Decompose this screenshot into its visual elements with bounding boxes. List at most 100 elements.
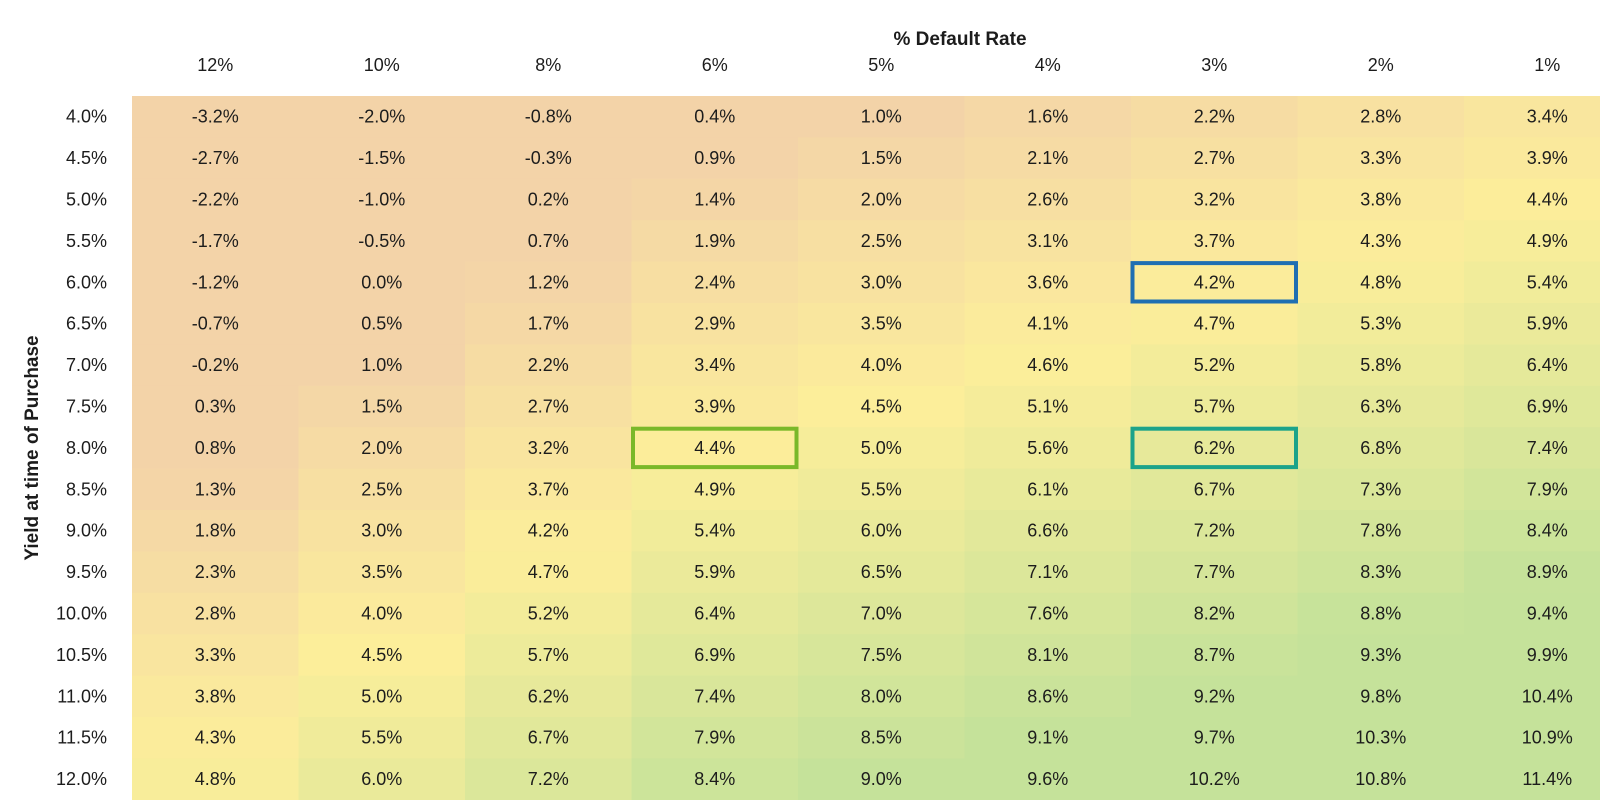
cell-value-label: 3.0% (361, 521, 402, 541)
y-tick-label: 4.5% (66, 148, 107, 168)
cell-value-label: 0.5% (361, 314, 402, 334)
heatmap-cell (1464, 468, 1600, 511)
heatmap-cell (1297, 96, 1465, 138)
heatmap-cell (964, 303, 1132, 345)
cell-value-label: 4.6% (1027, 355, 1068, 375)
cell-value-label: 7.3% (1360, 479, 1401, 499)
cell-value-label: 4.8% (1360, 272, 1401, 292)
cell-value-label: 5.9% (1527, 314, 1568, 334)
heatmap-cell (798, 303, 965, 345)
cell-value-label: 4.7% (1194, 314, 1235, 334)
heatmap-cell (964, 385, 1132, 428)
heatmap-cell (1131, 468, 1298, 511)
heatmap-cell (798, 427, 965, 470)
cell-value-label: 3.7% (528, 479, 569, 499)
cell-value-label: 2.5% (361, 479, 402, 499)
heatmap-cell (465, 592, 632, 635)
heatmap-cell (132, 303, 299, 345)
heatmap-cell (964, 344, 1132, 387)
heatmap-cell (1297, 592, 1465, 635)
y-tick-label: 7.5% (66, 397, 107, 417)
cell-value-label: 2.7% (528, 397, 569, 417)
cell-value-label: 6.4% (694, 604, 735, 624)
cell-value-label: 3.9% (1527, 148, 1568, 168)
x-tick-label: 1% (1534, 55, 1560, 75)
heatmap-cell (1131, 551, 1298, 594)
highlight-box (631, 426, 799, 470)
cell-value-label: 8.2% (1194, 604, 1235, 624)
cell-value-label: 3.5% (861, 314, 902, 334)
heatmap-cell (298, 220, 466, 263)
cell-value-label: 3.0% (861, 272, 902, 292)
y-tick-label: 8.5% (66, 479, 107, 499)
x-tick-label: 8% (535, 55, 561, 75)
cell-value-label: 3.4% (694, 355, 735, 375)
heatmap-cell (1131, 178, 1298, 221)
heatmap-cell (631, 261, 799, 304)
heatmap-cell (1297, 551, 1465, 594)
x-tick-label: 10% (364, 55, 400, 75)
heatmap-cells (132, 96, 1600, 800)
heatmap-cell (964, 468, 1132, 511)
heatmap-cell (298, 758, 466, 800)
heatmap-cell (132, 178, 299, 221)
heatmap-cell (1464, 551, 1600, 594)
cell-value-label: -3.2% (192, 107, 239, 127)
cell-value-label: 1.2% (528, 272, 569, 292)
heatmap-cell (1297, 303, 1465, 345)
cell-value-label: 5.7% (528, 645, 569, 665)
cell-value-label: 3.5% (361, 562, 402, 582)
cell-value-label: 4.3% (1360, 231, 1401, 251)
heatmap-cell (1297, 634, 1465, 677)
cell-value-label: -1.7% (192, 231, 239, 251)
heatmap-cell (1297, 758, 1465, 800)
heatmap-cell (1131, 634, 1298, 677)
y-tick-label: 6.5% (66, 314, 107, 334)
heatmap-cell (1297, 344, 1465, 387)
cell-value-label: -1.2% (192, 272, 239, 292)
heatmap-cell (1131, 220, 1298, 263)
cell-value-label: -0.3% (525, 148, 572, 168)
heatmap-cell (132, 220, 299, 263)
heatmap-cell (465, 344, 632, 387)
cell-value-label: 4.5% (361, 645, 402, 665)
heatmap-cell (132, 261, 299, 304)
heatmap-cell (465, 758, 632, 800)
heatmap-cell (631, 303, 799, 345)
heatmap-cell (1464, 220, 1600, 263)
y-tick-label: 4.0% (66, 107, 107, 127)
cell-value-label: 4.1% (1027, 314, 1068, 334)
cell-value-label: 9.4% (1527, 604, 1568, 624)
heatmap-cell (132, 96, 299, 138)
heatmap-cell (1464, 427, 1600, 470)
cell-value-label: 4.7% (528, 562, 569, 582)
cell-value-label: 8.9% (1527, 562, 1568, 582)
heatmap-cell (465, 220, 632, 263)
cell-value-label: 3.3% (1360, 148, 1401, 168)
cell-value-label: 5.4% (694, 521, 735, 541)
cell-value-label: 7.2% (1194, 521, 1235, 541)
heatmap-cell (298, 261, 466, 304)
heatmap-cell (631, 510, 799, 552)
heatmap-cell (798, 510, 965, 552)
heatmap-cell (132, 427, 299, 470)
cell-value-label: 7.5% (861, 645, 902, 665)
cell-value-label: 0.3% (195, 397, 236, 417)
heatmap-cell (465, 551, 632, 594)
heatmap-cell (1297, 717, 1465, 759)
heatmap-cell (631, 178, 799, 221)
y-tick-label: 11.5% (57, 728, 107, 748)
cell-value-label: 7.1% (1027, 562, 1068, 582)
heatmap-cell (798, 178, 965, 221)
heatmap-cell (798, 96, 965, 138)
heatmap-cell (465, 303, 632, 345)
cell-value-label: 7.2% (528, 769, 569, 789)
heatmap-cell (1297, 137, 1465, 180)
x-tick-label: 4% (1035, 55, 1061, 75)
heatmap-cell (798, 634, 965, 677)
cell-value-label: 3.4% (1527, 107, 1568, 127)
cell-value-label: 1.0% (861, 107, 902, 127)
x-tick-label: 5% (868, 55, 894, 75)
cell-value-label: 5.5% (861, 479, 902, 499)
